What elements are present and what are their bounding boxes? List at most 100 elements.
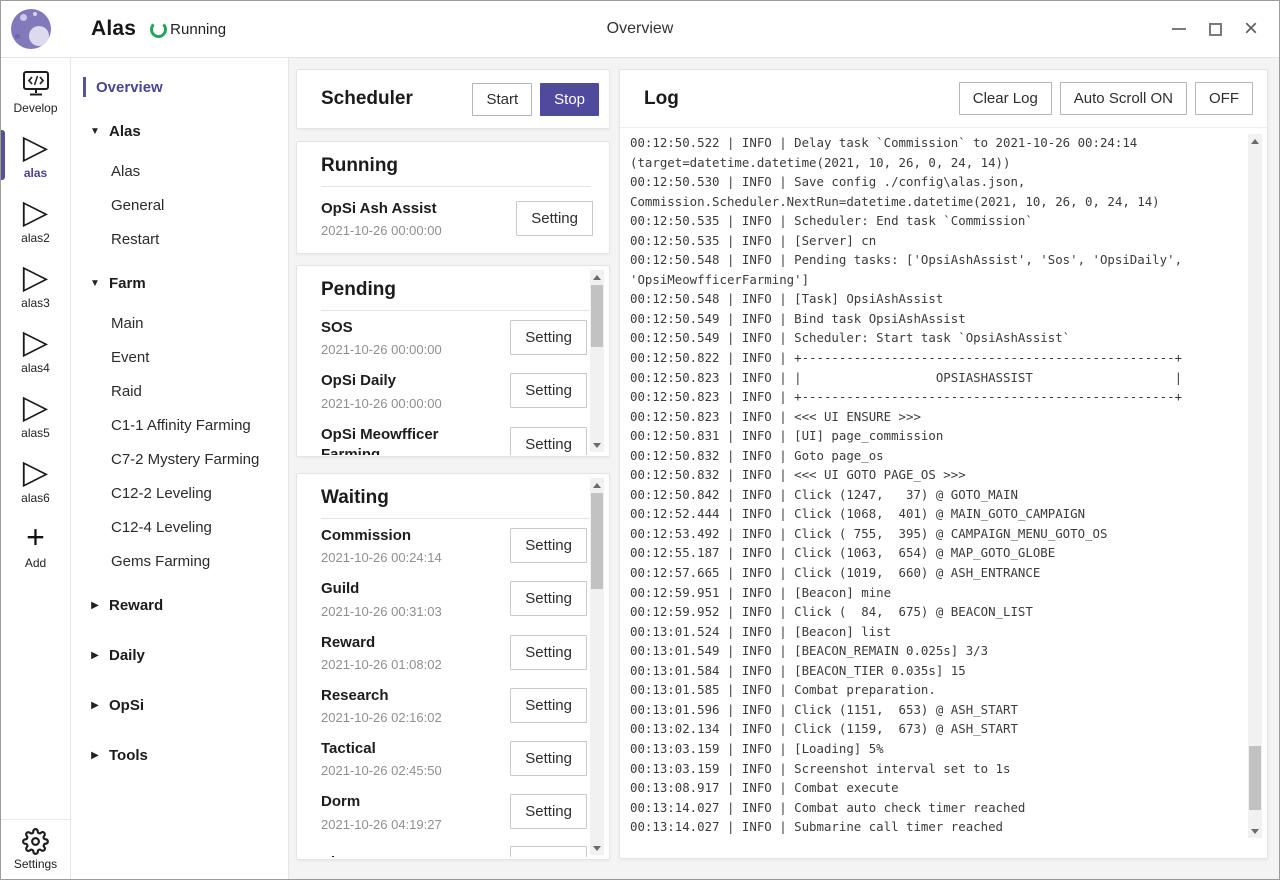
task-nav-sidebar: Overview Alas Alas General Restart Farm … <box>71 58 289 879</box>
rail-item-alas3[interactable]: alas3 <box>1 258 70 314</box>
rail-item-label: alas6 <box>21 491 50 505</box>
task-row: OpSi Meowfficer Farming Setting <box>297 418 609 455</box>
setting-button[interactable]: Setting <box>510 528 587 564</box>
plus-icon <box>26 520 45 554</box>
scroll-thumb[interactable] <box>591 493 603 589</box>
rail-item-alas[interactable]: alas <box>1 128 70 184</box>
setting-button[interactable]: Setting <box>510 581 587 617</box>
task-next-run: 2021-10-26 00:31:03 <box>321 603 442 619</box>
sidebar-item-event[interactable]: Event <box>71 340 288 374</box>
sidebar-item-main[interactable]: Main <box>71 306 288 340</box>
minimize-button[interactable] <box>1161 9 1197 49</box>
sidebar-item-label: Raid <box>111 382 142 400</box>
sidebar-item-restart[interactable]: Restart <box>71 222 288 256</box>
task-name: Guild <box>321 580 360 598</box>
scroll-thumb[interactable] <box>1249 746 1261 810</box>
task-name: OpSi Ash Assist <box>321 200 437 217</box>
task-info: Guild 2021-10-26 00:31:03 <box>321 579 510 618</box>
add-instance-button[interactable]: Add <box>1 518 70 574</box>
task-name: SOS <box>321 319 353 336</box>
triangle-right-icon <box>89 750 101 761</box>
setting-button[interactable]: Setting <box>510 794 587 830</box>
log-scrollbar[interactable] <box>1248 134 1262 838</box>
sidebar-group-reward[interactable]: Reward <box>71 583 288 628</box>
develop-monitor-icon <box>22 71 49 96</box>
pending-task-list: SOS 2021-10-26 00:00:00 Setting OpSi Dai… <box>297 311 609 455</box>
sidebar-item-raid[interactable]: Raid <box>71 374 288 408</box>
setting-button[interactable]: Setting <box>510 845 587 857</box>
setting-button[interactable]: Setting <box>510 634 587 670</box>
task-row: Commission 2021-10-26 00:24:14 Setting <box>297 519 609 572</box>
scroll-up-icon[interactable] <box>590 478 604 492</box>
task-next-run: 2021-10-26 02:16:02 <box>321 710 442 725</box>
start-button[interactable]: Start <box>472 82 533 116</box>
sidebar-item-c12-2-leveling[interactable]: C12-2 Leveling <box>71 476 288 510</box>
play-triangle-icon <box>23 260 48 294</box>
scroll-up-icon[interactable] <box>590 270 604 284</box>
scroll-down-icon[interactable] <box>590 438 604 452</box>
task-info: Tactical 2021-10-26 02:45:50 <box>321 739 510 778</box>
sidebar-item-label: C12-2 Leveling <box>111 484 212 502</box>
rail-item-alas4[interactable]: alas4 <box>1 323 70 379</box>
close-button[interactable] <box>1233 9 1269 49</box>
rail-item-label: Add <box>24 556 47 570</box>
sidebar-item-alas[interactable]: Alas <box>71 154 288 188</box>
sidebar-item-c7-2-mystery-farming[interactable]: C7-2 Mystery Farming <box>71 442 288 476</box>
clear-log-button[interactable]: Clear Log <box>958 82 1052 115</box>
task-info: SOS 2021-10-26 00:00:00 <box>321 318 510 357</box>
rail-item-develop[interactable]: Develop <box>1 67 70 119</box>
maximize-button[interactable] <box>1197 9 1233 49</box>
sidebar-item-overview[interactable]: Overview <box>71 70 288 104</box>
triangle-down-icon <box>89 278 101 289</box>
setting-button[interactable]: Setting <box>510 427 587 455</box>
sidebar-item-gems-farming[interactable]: Gems Farming <box>71 544 288 578</box>
minimize-icon <box>1172 28 1186 30</box>
sidebar-group-label: Alas <box>109 123 141 140</box>
waiting-title: Waiting <box>321 487 389 508</box>
pending-scrollbar[interactable] <box>590 270 604 452</box>
gear-icon <box>22 828 49 855</box>
triangle-right-icon <box>89 600 101 611</box>
setting-button[interactable]: Setting <box>510 687 587 723</box>
sidebar-group-alas[interactable]: Alas <box>71 109 288 154</box>
sidebar-group-tools[interactable]: Tools <box>71 733 288 778</box>
triangle-down-icon <box>89 126 101 137</box>
rail-item-alas2[interactable]: alas2 <box>1 193 70 249</box>
sidebar-group-daily[interactable]: Daily <box>71 633 288 678</box>
task-info: Dorm 2021-10-26 04:19:27 <box>321 792 510 831</box>
task-name: Tactical <box>321 740 376 757</box>
log-title: Log <box>644 87 679 109</box>
sidebar-group-farm[interactable]: Farm <box>71 261 288 306</box>
task-next-run: 2021-10-26 00:24:14 <box>321 550 442 566</box>
sidebar-item-c1-1-affinity-farming[interactable]: C1-1 Affinity Farming <box>71 408 288 442</box>
task-row: Dorm 2021-10-26 04:19:27 Setting <box>297 785 609 838</box>
rail-item-alas5[interactable]: alas5 <box>1 388 70 444</box>
sidebar-item-label: General <box>111 196 165 214</box>
scroll-down-icon[interactable] <box>590 841 604 855</box>
stop-button[interactable]: Stop <box>540 82 599 116</box>
running-title: Running <box>321 155 399 176</box>
scroll-thumb[interactable] <box>591 285 603 347</box>
triangle-right-icon <box>89 650 101 661</box>
divider <box>321 518 591 519</box>
task-name: OpSi Daily <box>321 372 397 390</box>
waiting-scrollbar[interactable] <box>590 478 604 855</box>
setting-button[interactable]: Setting <box>516 201 593 237</box>
scroll-up-icon[interactable] <box>1248 134 1262 148</box>
settings-button[interactable]: Settings <box>1 826 70 875</box>
auto-scroll-off-button[interactable]: OFF <box>1195 82 1253 115</box>
sidebar-group-opsi[interactable]: OpSi <box>71 683 288 728</box>
sidebar-item-c12-4-leveling[interactable]: C12-4 Leveling <box>71 510 288 544</box>
waiting-task-list: Commission 2021-10-26 00:24:14 Setting G… <box>297 519 609 857</box>
task-info: Reward 2021-10-26 01:08:02 <box>321 633 510 672</box>
rail-item-label: alas5 <box>21 426 50 440</box>
rail-item-alas6[interactable]: alas6 <box>1 453 70 509</box>
log-output: 00:12:50.522 | INFO | Delay task `Commis… <box>630 135 1183 835</box>
auto-scroll-on-button[interactable]: Auto Scroll ON <box>1059 82 1187 115</box>
setting-button[interactable]: Setting <box>510 373 587 409</box>
setting-button[interactable]: Setting <box>510 741 587 777</box>
scroll-down-icon[interactable] <box>1248 824 1262 838</box>
setting-button[interactable]: Setting <box>510 320 587 356</box>
task-row: Tactical 2021-10-26 02:45:50 Setting <box>297 732 609 785</box>
sidebar-item-general[interactable]: General <box>71 188 288 222</box>
